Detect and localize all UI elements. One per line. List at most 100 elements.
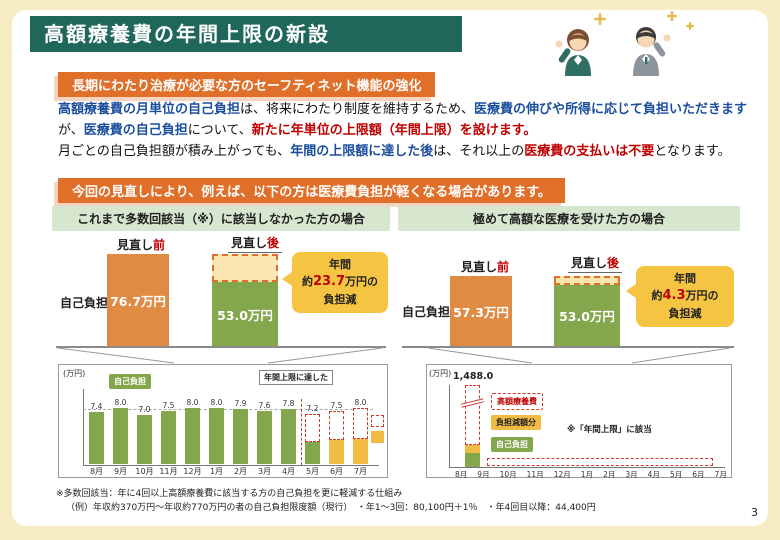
month-label: 5月 (669, 470, 683, 479)
y-axis-unit: (万円) (63, 369, 86, 378)
page-title: 高額療養費の年間上限の新設 (30, 16, 462, 52)
monthly-bars: 7.4 8月 8.0 9月 7.0 10月 7.5 11月 8.0 12月 8.0 1月 7.9 2月 7.… (89, 389, 368, 477)
self-pay-label: 自己負担 (402, 305, 451, 319)
callout-line1: 年間 (329, 258, 351, 271)
month-label: 3月 (625, 470, 638, 479)
monthly-chart-left: (万円) 自己負担 年間上限に達した 7.4 8月 8.0 9月 7.0 10月 7.5 11… (58, 364, 388, 478)
month-label: 2月 (603, 470, 616, 479)
annual-cap-gridline (83, 409, 373, 410)
x-axis (83, 465, 379, 466)
before-label: 見直し前 (458, 258, 513, 277)
month-column: 8.0 7月 (353, 398, 368, 476)
y-axis (83, 389, 84, 465)
callout-line2: 約4.3万円の (640, 287, 730, 306)
callout-approx: 約 (301, 274, 313, 288)
month-column: 7.6 3月 (257, 401, 272, 476)
cap-divider (301, 399, 302, 465)
x-axis (449, 467, 725, 468)
text-segment: 医療費の伸びや所得に応じて負担いただきます (474, 102, 748, 117)
month-label: 1月 (580, 470, 594, 479)
text-segment: 医療費の支払いは不要 (524, 144, 655, 160)
callout-unit: 万円の (685, 288, 719, 302)
panel-left-title: これまで多数回該当（※）に該当しなかった方の場合 (52, 206, 390, 231)
sparkle-icon (594, 11, 694, 30)
month-column: 7.9 2月 (233, 399, 248, 476)
callout-line3: 負担減 (668, 306, 702, 320)
month-label: 9月 (477, 470, 490, 479)
before-label-prefix: 見直し (461, 260, 498, 274)
reduction-dashed-box (554, 276, 620, 285)
panel-left-case: これまで多数回該当（※）に該当しなかった方の場合 見直し前 見直し後 自己負担 … (52, 206, 390, 486)
reduction-dashed-box (212, 254, 278, 282)
month-column: 7.5 11月 (159, 401, 178, 476)
text-segment: は、それ以上の (433, 144, 525, 160)
page-number: 3 (751, 506, 758, 519)
safety-net-banner: 長期にわたり治療が必要な方のセーフティネット機能の強化 (58, 72, 436, 97)
month-column: 7.2 5月 (305, 404, 320, 476)
bar-jikofutan (465, 453, 480, 467)
legend-jikofutan: 自己負担 (491, 437, 533, 452)
before-label-suffix: 前 (497, 260, 510, 274)
after-label: 見直し後 (228, 234, 283, 253)
callout-amount: 4.3 (662, 287, 686, 303)
month-column: 8.0 9月 (113, 398, 128, 476)
after-label-prefix: 見直し (571, 256, 608, 270)
intro-text: 高額療養費の月単位の自己負担は、将来にわたり制度を維持するため、医療費の伸びや所… (58, 99, 752, 162)
month-label: 7月 (714, 470, 727, 479)
callout-tail (282, 272, 292, 286)
after-bar: 53.0万円 (554, 285, 620, 346)
month-labels: 8月 9月 10月 11月 12月 1月 2月 3月 4月 5月 6月 7月 (455, 469, 727, 480)
callout-tail (626, 284, 636, 298)
before-label-suffix: 前 (153, 238, 166, 252)
footnotes: ※多数回該当：年に4回以上高額療養費に該当する方の自己負担を更に軽減する仕組み … (56, 488, 596, 516)
month-column: 8.0 1月 (209, 398, 224, 476)
before-bar: 76.7万円 (107, 254, 169, 346)
callout-line3: 負担減 (323, 292, 357, 306)
text-segment: 新たに年単位の上限額（年間上限）を設けます。 (251, 123, 537, 139)
month-label: 12月 (553, 470, 571, 479)
text-segment: 月ごとの自己負担額が積み上がっても、 (58, 144, 291, 160)
capped-months-strip (487, 458, 713, 466)
footnote-1: ※多数回該当：年に4回以上高額療養費に該当する方の自己負担を更に軽減する仕組み (56, 489, 403, 499)
month-label: 6月 (692, 470, 705, 479)
self-pay-label: 自己負担 (60, 296, 109, 310)
month-label: 11月 (526, 470, 544, 479)
before-label-prefix: 見直し (117, 238, 154, 252)
footnote-2: （例）年収約370万円～年収約770万円の者の自己負担限度額（現行） ・年1～3… (66, 502, 596, 513)
after-label-suffix: 後 (607, 256, 620, 270)
legend-swatch-kogakuryoyohi (371, 415, 384, 427)
text-segment: が、 (58, 123, 84, 139)
before-bar-value: 57.3万円 (453, 304, 509, 320)
callout-approx: 約 (651, 288, 663, 302)
text-segment: 医療費の自己負担 (83, 123, 188, 139)
legend-self-pay: 自己負担 (109, 374, 151, 389)
legend-futangengaku: 負担減額分 (491, 415, 541, 430)
after-label: 見直し後 (568, 254, 623, 273)
man-figure (633, 27, 671, 76)
y-axis-unit: (万円) (429, 369, 452, 378)
month-label: 4月 (647, 470, 660, 479)
legend-swatch-futangengaku (371, 431, 384, 443)
total-cost-label: 1,488.0 (453, 371, 494, 382)
cap-applies-note: ※「年間上限」に該当 (567, 425, 652, 435)
cap-reached-label: 年間上限に達した (259, 370, 333, 385)
month-column: 7.5 6月 (329, 401, 344, 476)
before-bar-value: 76.7万円 (110, 293, 166, 309)
panel-right-title: 極めて高額な医療を受けた方の場合 (398, 206, 740, 231)
legend-kogakuryoyohi: 高額療養費 (491, 393, 543, 410)
bar-futangengaku (465, 445, 480, 453)
examples-banner: 今回の見直しにより、例えば、以下の方は医療費負担が軽くなる場合があります。 (58, 178, 565, 203)
text-segment: は、将来にわたり制度を維持するため、 (240, 102, 475, 117)
monthly-chart-right: (万円) 1,488.0 高額療養費 負担減額分 自己負担 ※「年間上限」に該当… (426, 364, 732, 480)
people-illustration (555, 11, 694, 76)
month-column: 7.8 4月 (281, 399, 296, 476)
after-label-prefix: 見直し (231, 236, 268, 250)
intro-paragraph-2: 月ごとの自己負担額が積み上がっても、年間の上限額に達した後は、それ以上の医療費の… (58, 141, 752, 162)
woman-figure (555, 29, 591, 76)
callout-line1: 年間 (674, 272, 696, 285)
bar-kogakuryoyohi (465, 385, 480, 445)
month-column: 7.4 8月 (89, 402, 104, 476)
after-bar-value: 53.0万円 (559, 309, 615, 324)
text-segment: について、 (187, 123, 252, 139)
before-bar: 57.3万円 (450, 276, 512, 346)
